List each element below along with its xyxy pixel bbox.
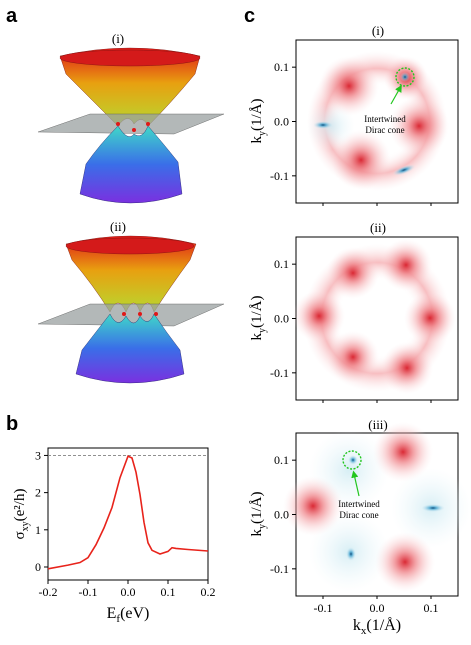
chart-b-ytick-label: 1 [35,523,41,537]
chart-b-series-line [47,455,209,570]
chart-b-ytick-label: 2 [35,486,41,500]
berry-map-i: Intertwined [295,39,459,204]
map-ii-ytick-label: 0.0 [274,312,289,326]
panel-a-sublabel-i: (i) [111,31,125,46]
map-xtick-label: -0.1 [314,601,333,615]
annotation-iii-line1: Intertwined [338,499,380,509]
map-xtick-label: 0.1 [424,601,439,615]
map-xlabel: kx(1/Å) [353,616,401,637]
band-surface-i [37,47,225,204]
map-ii-ytick-label: 0.1 [274,257,289,271]
chart-b-xtick-label: -0.1 [79,585,98,599]
band-surface-ii [37,235,225,384]
panel-c-sublabel-i: (i) [371,23,385,38]
map-ii-ylabel: ky(1/Å) [249,296,268,341]
chart-b-xtick-label: 0.2 [201,585,216,599]
chart-b-xtick-label: 0.1 [161,585,176,599]
map-iii-ytick-label: -0.1 [270,562,289,576]
chart-b-xtick-label: 0.0 [121,585,136,599]
chart-b-xtick-label: -0.2 [39,585,58,599]
berry-map-iii: Intertwined Dirac cone [283,422,471,597]
chart-b-xlabel: Ef(eV) [107,605,150,625]
map-xtick-label: 0.0 [370,601,385,615]
panel-c-sublabel-ii: (ii) [370,220,386,235]
hall-conductivity-chart: 0 1 2 3 -0.2 -0.1 0.0 0.1 0.2 σxy(e²/h) Ef(eV) [12,447,216,625]
map-iii-ylabel: ky(1/Å) [249,492,268,537]
dirac-cone-marker-iii [342,450,362,470]
chart-b-frame [47,447,209,581]
map-i-ytick-label: 0.1 [274,60,289,74]
map-i-ylabel: ky(1/Å) [249,99,268,144]
dirac-cone-marker-i [395,67,415,87]
map-iii-ytick-label: 0.0 [274,508,289,522]
annotation-i: Intertwined [364,114,406,124]
map-i-ytick-label: 0.0 [274,115,289,129]
annotation-i-line2: Dirac cone [365,125,404,135]
panel-c-sublabel-iii: (iii) [368,417,388,432]
berry-map-ii [293,236,459,401]
map-ii-ytick-label: -0.1 [270,366,289,380]
panel-a-sublabel-ii: (ii) [110,219,126,234]
chart-b-ylabel: σxy(e²/h) [12,489,31,540]
annotation-iii-line2: Dirac cone [339,510,378,520]
chart-b-ytick-label: 3 [35,448,41,462]
map-iii-ytick-label: 0.1 [274,453,289,467]
panel-letter-c: c [244,5,256,27]
berry-curvature-maps: Intertwined Intertwined Dirac cone Dirac… [249,39,471,637]
panel-letter-a: a [6,5,18,27]
chart-b-ytick-label: 0 [35,560,41,574]
panel-letter-b: b [6,413,19,435]
map-i-ytick-label: -0.1 [270,169,289,183]
